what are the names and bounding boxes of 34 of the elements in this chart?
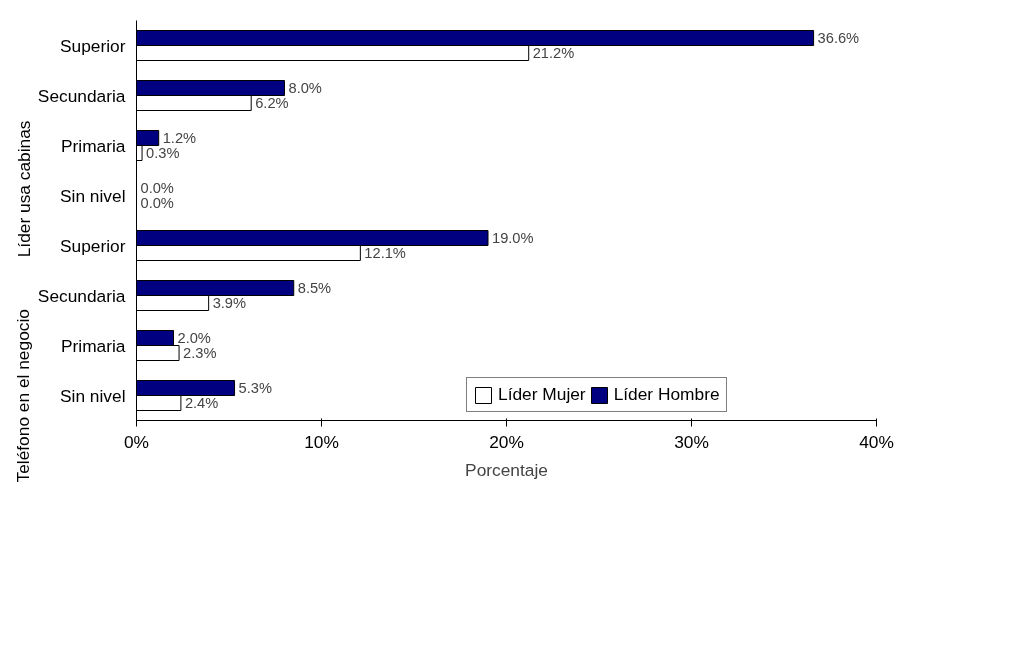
- data-label: 0.0%: [140, 180, 174, 196]
- y-tick-label: Superior: [60, 235, 126, 256]
- data-label: 2.3%: [183, 345, 217, 361]
- y-tick-label: Superior: [60, 35, 126, 56]
- data-label: 0.3%: [146, 145, 180, 161]
- data-label: 5.3%: [238, 380, 272, 396]
- legend-label: Líder Hombre: [613, 384, 720, 405]
- x-axis-title: Porcentaje: [465, 459, 548, 480]
- data-label: 36.6%: [817, 30, 860, 46]
- data-label: 21.2%: [532, 45, 575, 61]
- y-tick-label: Secundaria: [37, 85, 126, 106]
- legend-label: Líder Mujer: [498, 384, 586, 405]
- data-label: 19.0%: [492, 230, 534, 246]
- data-label: 2.0%: [177, 330, 211, 346]
- data-label: 6.2%: [255, 95, 289, 111]
- y-tick-label: Primaria: [60, 335, 126, 356]
- data-label: 0.0%: [140, 195, 174, 211]
- y-tick-label: Sin nivel: [60, 185, 126, 206]
- y-tick-label: Secundaria: [37, 285, 126, 306]
- text: Líder usa cabinas: [13, 120, 34, 258]
- text: Teléfono en el negocio: [13, 309, 34, 483]
- x-tick-label: 30%: [674, 431, 709, 452]
- x-tick-label: 40%: [859, 431, 894, 452]
- data-label: 8.0%: [288, 80, 322, 96]
- data-label: 3.9%: [212, 295, 247, 311]
- y-tick-label: Primaria: [60, 135, 126, 156]
- x-tick-label: 10%: [304, 431, 339, 452]
- data-label: 8.5%: [297, 280, 332, 296]
- data-label: 1.2%: [162, 130, 197, 146]
- data-label: 2.4%: [184, 395, 219, 411]
- data-label: 12.1%: [364, 245, 406, 261]
- x-tick-label: 20%: [489, 431, 524, 452]
- x-tick-label: 0%: [123, 431, 150, 452]
- y-tick-label: Sin nivel: [60, 385, 126, 406]
